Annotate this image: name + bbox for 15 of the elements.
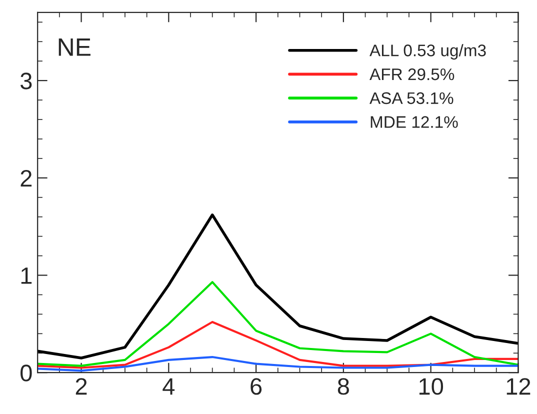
annotation: NE — [58, 38, 90, 56]
y-tick-label: 3 — [20, 72, 32, 90]
x-tick-label: 6 — [250, 378, 262, 395]
legend-label: MDE 12.1% — [370, 116, 458, 128]
legend-label: AFR 29.5% — [370, 68, 454, 80]
legend-label: ASA 53.1% — [370, 92, 454, 104]
x-tick-label: 8 — [338, 378, 349, 395]
x-tick-label: 2 — [76, 378, 87, 395]
y-tick-label: 1 — [21, 268, 32, 284]
legend-label: ALL 0.53 ug/m3 — [370, 44, 486, 60]
y-tick-label: 0 — [20, 364, 32, 382]
x-tick-label: 10 — [419, 378, 444, 395]
x-tick-label: 4 — [162, 378, 175, 395]
y-tick-label: 2 — [20, 170, 32, 186]
x-tick-label: 12 — [506, 378, 530, 395]
